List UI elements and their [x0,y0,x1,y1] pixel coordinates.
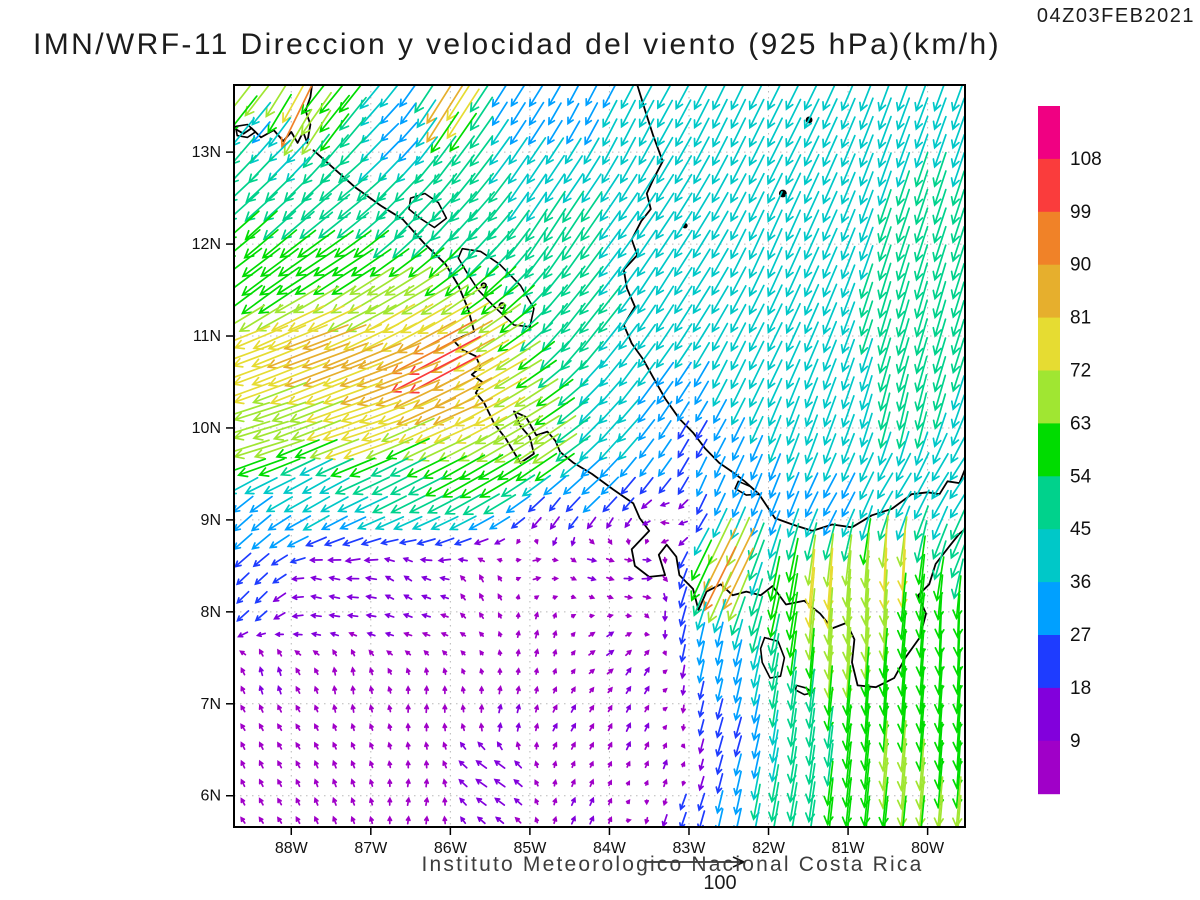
y-tick-label: 10N [192,420,221,437]
coastline-path [312,149,965,689]
x-tick-label: 87W [354,840,388,857]
colorbar-label: 99 [1070,202,1091,223]
valid-time-label: 04Z03FEB2021 [1036,5,1195,27]
colorbar-segment [1038,106,1060,160]
x-tick-label: 82W [752,840,786,857]
reference-arrow [645,856,746,868]
x-tick-label: 86W [434,840,468,857]
x-tick-label: 80W [911,840,945,857]
chart-title: IMN/WRF-11 Direccion y velocidad del vie… [33,28,1001,61]
colorbar-segment [1038,529,1060,583]
y-tick-label: 11N [193,328,221,345]
colorbar-label: 54 [1070,466,1092,487]
y-tick-label: 13N [192,144,221,161]
colorbar-segment [1038,370,1060,424]
y-tick-label: 8N [201,604,221,621]
colorbar-label: 18 [1070,678,1091,699]
institute-caption: Instituto Meteorologico Nacional Costa R… [421,853,924,876]
wind-vectors [234,85,965,827]
island-outline [759,636,786,679]
colorbar-segment [1038,317,1060,371]
colorbar-label: 27 [1070,625,1091,646]
colorbar-label: 36 [1070,572,1091,593]
y-tick-label: 6N [201,788,221,805]
y-tick-label: 12N [192,236,221,253]
colorbar-segment [1038,423,1060,477]
colorbar-segment [1038,476,1060,530]
y-tick-label: 7N [201,696,221,713]
colorbar: 108 99 90 81 72 63 54 45 36 27 18 9 [1038,106,1102,795]
axis-ticks [226,151,929,835]
colorbar-segment [1038,211,1060,266]
colorbar-label: 9 [1070,731,1081,752]
colorbar-segment [1038,635,1060,689]
colorbar-segment [1038,158,1060,213]
colorbar-segment [1038,264,1060,319]
colorbar-label: 63 [1070,413,1091,434]
colorbar-label: 81 [1070,308,1091,329]
x-tick-label: 81W [832,840,866,857]
colorbar-segment [1038,582,1060,636]
colorbar-label: 45 [1070,519,1091,540]
colorbar-label: 90 [1070,255,1091,276]
colorbar-segment [1038,687,1060,742]
x-tick-label: 88W [275,840,309,857]
lake-outline [457,247,535,328]
axis-labels: 88W 87W 86W 85W 84W 83W 82W 81W 80W 13N 12N 11N 10N 9… [192,144,945,857]
colorbar-segment [1038,740,1060,795]
x-tick-label: 84W [593,840,627,857]
colorbar-label: 108 [1070,149,1102,170]
x-tick-label: 83W [673,840,707,857]
colorbar-label: 72 [1070,361,1091,382]
y-tick-label: 9N [201,512,221,529]
lake-outline [408,192,448,229]
reference-arrow-value: 100 [703,872,737,894]
plot-frame [233,84,966,828]
island-outline [234,123,257,139]
x-tick-label: 85W [513,840,547,857]
